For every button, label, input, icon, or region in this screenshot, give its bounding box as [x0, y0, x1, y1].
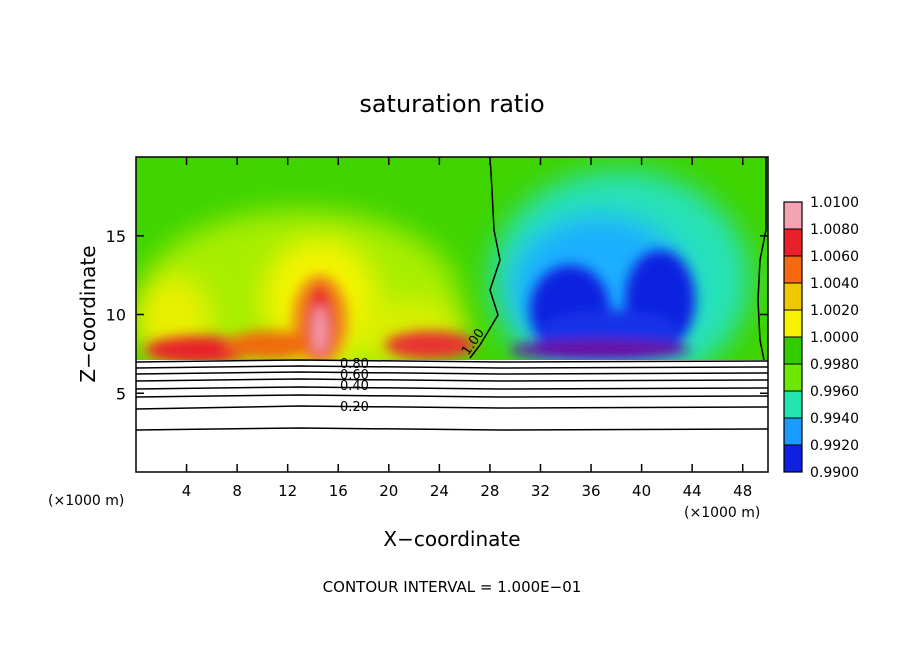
contour-1.00: [469, 157, 501, 359]
y-tick-label: 15: [106, 227, 126, 246]
y-axis-title: Z−coordinate: [76, 245, 100, 382]
colorbar-label: 0.9900: [810, 465, 859, 481]
y-tick-label: 10: [106, 306, 126, 325]
colorbar-label: 0.9980: [810, 357, 859, 373]
colorbar-label: 0.9940: [810, 411, 859, 427]
colorbar-band: [784, 418, 802, 446]
chart-title: saturation ratio: [359, 90, 544, 118]
colorbar-label: 1.0100: [810, 195, 859, 211]
y-tick-label: 5: [116, 384, 126, 403]
x-tick-label: 32: [531, 482, 550, 500]
colorbar-band: [784, 337, 802, 365]
heatmap-field: [136, 157, 768, 472]
x-tick-label: 12: [278, 482, 297, 500]
y-axis: 5 10 15: [106, 227, 768, 403]
x-tick-label: 16: [329, 482, 348, 500]
contour-label: 0.80: [340, 357, 369, 372]
colorbar-band: [784, 364, 802, 392]
colorbar-band: [784, 310, 802, 338]
colorbar-label: 1.0080: [810, 222, 859, 238]
colorbar-label: 1.0020: [810, 303, 859, 319]
x-tick-label: 36: [581, 482, 600, 500]
x-unit-right: (×1000 m): [684, 505, 760, 521]
contour-interval-note: CONTOUR INTERVAL = 1.000E−01: [323, 578, 582, 596]
x-tick-label: 4: [182, 482, 192, 500]
x-tick-label: 40: [632, 482, 651, 500]
colorbar-label: 1.0000: [810, 330, 859, 346]
x-tick-label: 48: [733, 482, 752, 500]
colorbar-label: 1.0060: [810, 249, 859, 265]
colorbar-band: [784, 256, 802, 284]
colorbar-band: [784, 445, 802, 473]
x-tick-label: 44: [683, 482, 702, 500]
contour-label: 0.60: [340, 368, 369, 383]
x-tick-label: 20: [379, 482, 398, 500]
x-axis: 4 8 12 16 20 24 28 32 36 40 44 48: [182, 157, 752, 500]
colorbar-label: 0.9960: [810, 384, 859, 400]
x-tick-label: 8: [232, 482, 242, 500]
x-tick-label: 24: [430, 482, 449, 500]
colorbar-band: [784, 229, 802, 257]
colorbar: 1.0100 1.0080 1.0060 1.0040 1.0020 1.0000 0.99…: [783, 195, 859, 481]
x-unit-left: (×1000 m): [48, 493, 124, 509]
x-tick-label: 28: [480, 482, 499, 500]
contour-right-edge: [757, 157, 767, 361]
colorbar-label: 1.0040: [810, 276, 859, 292]
colorbar-band: [784, 283, 802, 311]
x-axis-title: X−coordinate: [383, 527, 520, 551]
contour-label: 0.40: [340, 379, 369, 394]
colorbar-band: [784, 391, 802, 419]
colorbar-band: [784, 202, 802, 230]
colorbar-label: 0.9920: [810, 438, 859, 454]
contour-label: 0.20: [340, 400, 369, 415]
